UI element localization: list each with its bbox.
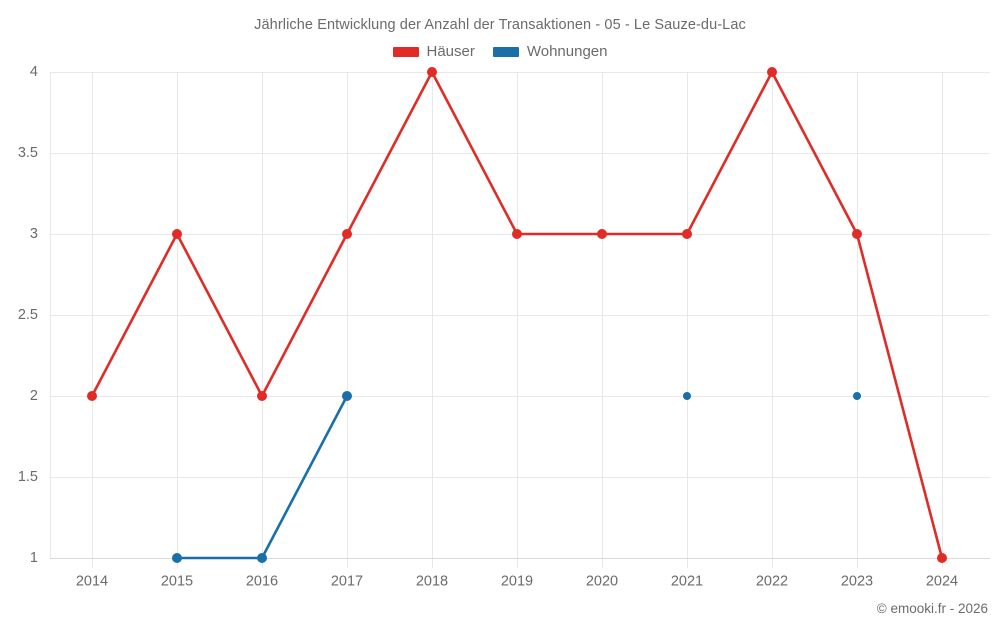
- x-axis-tick-label: 2023: [841, 574, 873, 590]
- x-axis-tick-label: 2018: [416, 574, 448, 590]
- data-point-marker[interactable]: [87, 391, 97, 401]
- data-point-marker[interactable]: [767, 67, 777, 77]
- data-point-marker[interactable]: [597, 229, 607, 239]
- data-point-marker[interactable]: [937, 553, 947, 563]
- data-point-marker[interactable]: [172, 553, 182, 563]
- chart-title: Jährliche Entwicklung der Anzahl der Tra…: [254, 17, 746, 33]
- chart-legend: Häuser Wohnungen: [0, 44, 1000, 59]
- x-axis-tick-label: 2024: [926, 574, 958, 590]
- legend-item-hauser[interactable]: Häuser: [392, 43, 475, 60]
- x-axis-tick-label: 2022: [756, 574, 788, 590]
- legend-item-wohnungen[interactable]: Wohnungen: [492, 43, 608, 60]
- data-point-marker[interactable]: [427, 67, 437, 77]
- y-axis-tick-labels: 1 1.5 2 2.5 3 3.5 4: [18, 64, 38, 566]
- legend-swatch-hauser: [392, 46, 419, 57]
- data-point-marker[interactable]: [852, 229, 862, 239]
- x-axis-tick-label: 2021: [671, 574, 703, 590]
- data-series-layer: [87, 67, 947, 563]
- data-point-marker[interactable]: [683, 392, 691, 400]
- y-axis-tick-label: 1: [30, 550, 38, 566]
- x-axis-tick-label: 2015: [161, 574, 193, 590]
- x-axis-tick-label: 2017: [331, 574, 363, 590]
- y-axis-tick-label: 3: [30, 226, 38, 242]
- data-point-marker[interactable]: [172, 229, 182, 239]
- y-axis-tick-label: 1.5: [18, 469, 38, 485]
- legend-label-hauser: Häuser: [426, 43, 475, 60]
- data-point-marker[interactable]: [342, 229, 352, 239]
- data-point-marker[interactable]: [257, 391, 267, 401]
- data-point-marker[interactable]: [682, 229, 692, 239]
- data-point-marker[interactable]: [512, 229, 522, 239]
- x-axis-tick-label: 2016: [246, 574, 278, 590]
- x-axis-tick-label: 2014: [76, 574, 108, 590]
- y-axis-tick-label: 3.5: [18, 145, 38, 161]
- y-axis-tick-label: 2.5: [18, 307, 38, 323]
- x-axis-tick-label: 2020: [586, 574, 618, 590]
- legend-label-wohnungen: Wohnungen: [526, 43, 608, 60]
- data-point-marker[interactable]: [257, 553, 267, 563]
- y-axis-tick-label: 2: [30, 388, 38, 404]
- data-point-marker[interactable]: [342, 391, 352, 401]
- x-axis-tick-label: 2019: [501, 574, 533, 590]
- data-point-marker[interactable]: [853, 392, 861, 400]
- x-axis-tick-labels: 2014 2015 2016 2017 2018 2019 2020 2021 2022 2023…: [76, 574, 958, 590]
- y-axis-tick-label: 4: [30, 64, 38, 80]
- gridlines-layer: [50, 72, 990, 568]
- legend-swatch-wohnungen: [492, 46, 519, 57]
- copyright-credit: © emooki.fr - 2026: [876, 601, 988, 616]
